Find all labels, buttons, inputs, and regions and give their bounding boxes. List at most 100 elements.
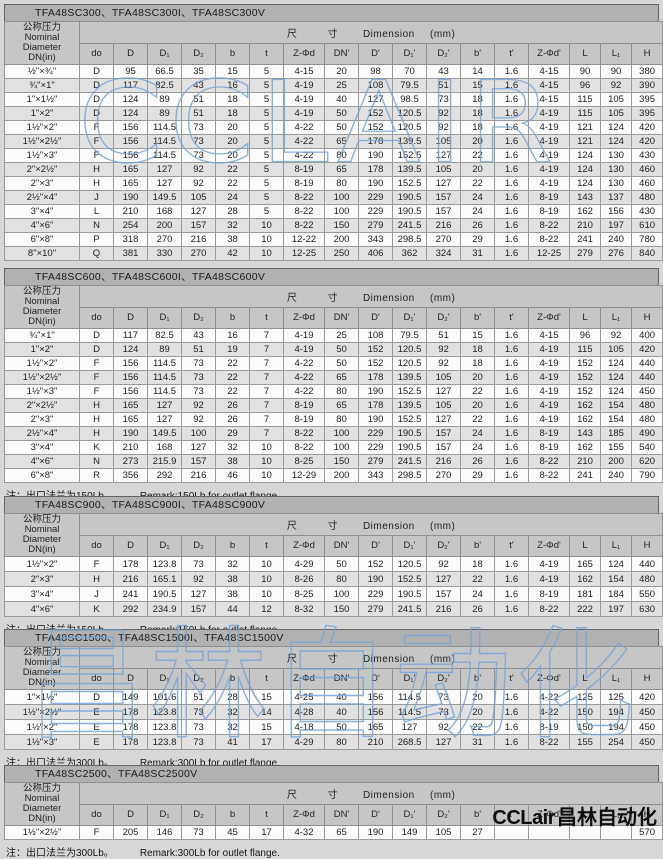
- value-cell: 440: [630, 370, 663, 385]
- value-cell: 7: [249, 356, 284, 371]
- value-cell: 1.6: [494, 571, 529, 587]
- value-cell: 12: [249, 601, 284, 617]
- value-cell: 20: [460, 398, 495, 413]
- value-cell: 1.6: [494, 106, 529, 121]
- value-cell: 8-19: [528, 719, 570, 735]
- value-cell: 450: [630, 719, 663, 735]
- value-cell: 120.5: [392, 106, 427, 121]
- table-body: ¾"×1" D 117 82.5 43 16 7 4-19 25 108 79.5 51 15 1.6 4-…: [4, 328, 663, 483]
- value-cell: 165: [569, 556, 601, 572]
- column-header: D': [358, 534, 393, 557]
- table-row: 1"×1½" D 124 89 51 18 5 4-19 40 127 98.5 73 18 1.6 4-1…: [4, 92, 663, 107]
- value-cell: 197: [600, 218, 632, 233]
- value-cell: 157: [426, 204, 461, 219]
- value-cell: 139.5: [392, 162, 427, 177]
- value-cell: 4-15: [528, 64, 570, 79]
- column-header: Z-Φd: [283, 42, 325, 65]
- note-zh: 注：出口法兰为300Lb。: [6, 848, 114, 859]
- value-cell: 154: [600, 398, 632, 413]
- value-cell: 270: [426, 468, 461, 483]
- column-header: L₁: [600, 667, 632, 690]
- value-cell: 1.6: [494, 356, 529, 371]
- value-cell: 1.6: [494, 468, 529, 483]
- table-row: 4"×6" N 273 215.9 157 38 10 8-25 150 279 241.5 216 2…: [4, 454, 663, 469]
- value-cell: 165: [113, 412, 148, 427]
- value-cell: 22: [460, 148, 495, 163]
- value-cell: L: [79, 204, 114, 219]
- value-cell: 4-22: [283, 356, 325, 371]
- value-cell: 124: [600, 370, 632, 385]
- value-cell: 190: [358, 825, 393, 840]
- value-cell: 8-19: [283, 412, 325, 427]
- value-cell: 12-25: [283, 246, 325, 261]
- value-cell: H: [79, 398, 114, 413]
- value-cell: 96: [569, 78, 601, 93]
- dimension-header: 尺 寸 Dimension (mm): [78, 782, 663, 805]
- value-cell: 154: [600, 571, 632, 587]
- size-cell: 1½"×2½": [4, 825, 80, 840]
- value-cell: 120.5: [392, 556, 427, 572]
- column-header: D₁': [392, 306, 427, 329]
- column-header: D₂': [426, 803, 461, 826]
- value-cell: 298.5: [392, 468, 427, 483]
- column-header: D₂': [426, 42, 461, 65]
- dimension-header-unit: (mm): [429, 520, 456, 532]
- value-cell: 157: [181, 601, 216, 617]
- column-header: H: [630, 306, 663, 329]
- value-cell: 149: [392, 825, 427, 840]
- value-cell: 123.8: [147, 556, 182, 572]
- value-cell: 4-19: [528, 134, 570, 149]
- value-cell: 420: [630, 342, 663, 357]
- column-header: L: [569, 667, 601, 690]
- value-cell: 229: [358, 190, 393, 205]
- dimension-table: 公称压力 Nominal Diameter DN(in) 尺 寸 Dimension …: [4, 646, 663, 750]
- column-header: t: [249, 803, 284, 826]
- value-cell: 8-22: [283, 426, 325, 441]
- value-cell: 152.5: [392, 176, 427, 191]
- value-cell: 168: [147, 204, 182, 219]
- value-cell: 4-19: [528, 398, 570, 413]
- value-cell: 124: [600, 384, 632, 399]
- value-cell: 89: [147, 342, 182, 357]
- value-cell: 92: [181, 412, 216, 427]
- column-header: D₁: [147, 667, 182, 690]
- value-cell: 10: [249, 246, 284, 261]
- column-header: DN': [324, 803, 359, 826]
- value-cell: 20: [324, 64, 359, 79]
- value-cell: 10: [249, 586, 284, 602]
- value-cell: 318: [113, 232, 148, 247]
- value-cell: R: [79, 468, 114, 483]
- value-cell: 150: [324, 454, 359, 469]
- table-row: 1½"×2" F 156 114.5 73 20 5 4-22 50 152 120.5 92 18 1.…: [4, 120, 663, 135]
- value-cell: 8-25: [283, 586, 325, 602]
- brand-logo-latin: CCLair: [492, 807, 555, 829]
- value-cell: 152: [358, 106, 393, 121]
- value-cell: 130: [600, 148, 632, 163]
- value-cell: 115: [569, 92, 601, 107]
- column-header: D: [113, 42, 148, 65]
- column-header: D₁': [392, 42, 427, 65]
- column-header: b: [215, 667, 250, 690]
- column-header: do: [79, 42, 114, 65]
- value-cell: 28: [215, 689, 250, 705]
- value-cell: 168: [147, 440, 182, 455]
- column-header: do: [79, 803, 114, 826]
- value-cell: 80: [324, 176, 359, 191]
- value-cell: 127: [426, 412, 461, 427]
- value-cell: 610: [630, 218, 663, 233]
- value-cell: 32: [215, 218, 250, 233]
- dimension-table: 公称压力 Nominal Diameter DN(in) 尺 寸 Dimension …: [4, 513, 663, 617]
- value-cell: 4-19: [528, 176, 570, 191]
- value-cell: 24: [460, 440, 495, 455]
- dimension-table: 公称压力 Nominal Diameter DN(in) 尺 寸 Dimension …: [4, 21, 663, 261]
- value-cell: 65: [324, 162, 359, 177]
- value-cell: F: [79, 384, 114, 399]
- value-cell: 92: [600, 328, 632, 343]
- value-cell: 120.5: [392, 342, 427, 357]
- value-cell: 157: [181, 454, 216, 469]
- value-cell: 22: [460, 176, 495, 191]
- value-cell: 127: [426, 148, 461, 163]
- spec-table-1: TFA48SC300、TFA48SC300I、TFA48SC300V 公称压力 N…: [4, 4, 663, 280]
- value-cell: 1.6: [494, 719, 529, 735]
